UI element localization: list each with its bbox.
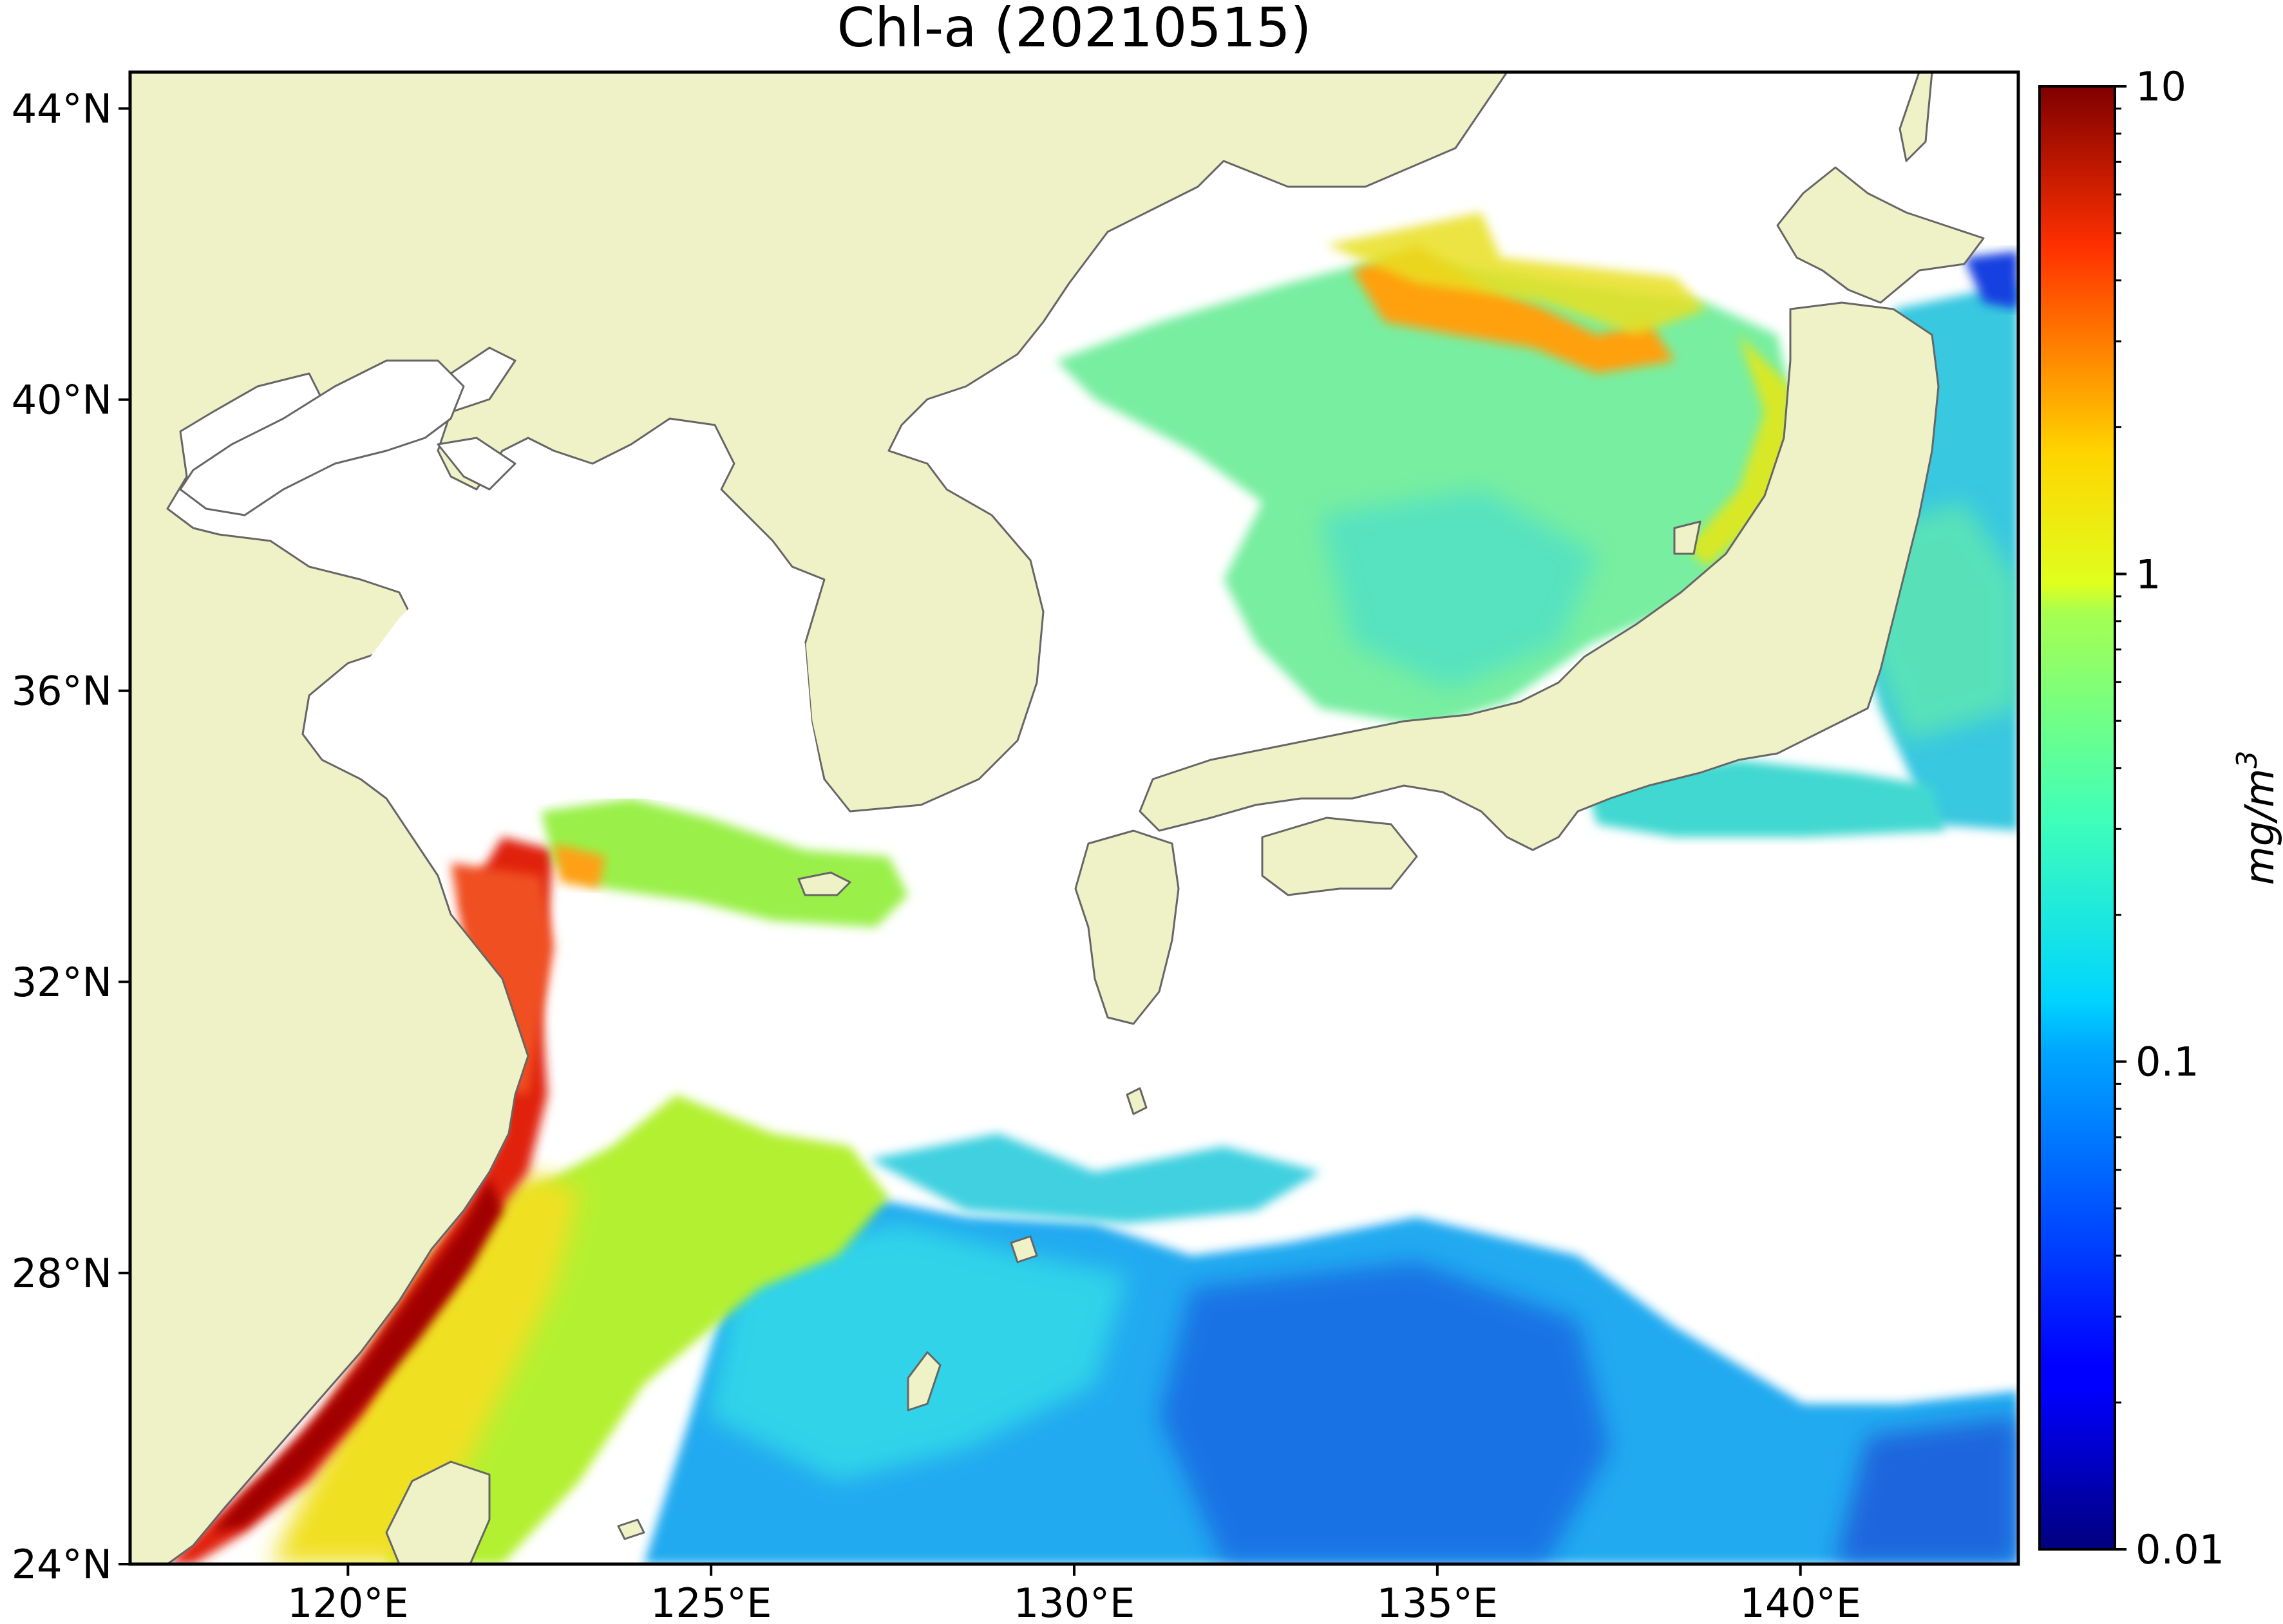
map-panel [130,72,2018,1564]
colorbar-gradient [2038,85,2116,1551]
lon-tick-label: 125°E [650,1580,772,1624]
shikoku [1261,817,1418,896]
chl-south-cyan [708,1223,1127,1481]
lat-tick-label: 44°N [12,86,112,133]
colorbar-unit-label: mg/m3 [2231,750,2283,885]
miyako-islands [617,1518,645,1540]
y-axis: 44°N 40°N 36°N 32°N 28°N 24°N [12,86,130,1588]
colorbar-tick-label: 0.1 [2136,1039,2199,1086]
lat-tick-label: 32°N [12,959,112,1006]
chl-sea-of-japan [1056,258,1803,728]
lon-tick-label: 130°E [1014,1580,1135,1624]
lat-tick-label: 40°N [12,377,112,424]
jeju-island [797,871,851,896]
korea-bay [437,437,516,491]
chl-south-deep-blue [1159,1262,1610,1564]
chl-sea-of-japan-north-yellow [1327,212,1707,335]
honshu [1139,301,1940,851]
yellow-sea-water [322,541,824,811]
chl-southeast-deep-blue [1835,1417,2018,1564]
lon-tick-label: 120°E [287,1580,409,1624]
colorbar-tick-label: 1 [2136,551,2161,598]
okinawa-island [907,1351,942,1412]
sado-island [1673,520,1701,555]
sakhalin [1899,72,1933,162]
lat-tick-label: 36°N [12,668,112,715]
bohai-sea [179,359,465,516]
lon-tick-label: 135°E [1377,1580,1499,1624]
lon-tick-label: 140°E [1739,1580,1861,1624]
lat-tick-label: 28°N [12,1250,112,1297]
chart-title: Chl-a (20210515) [837,0,1312,59]
tanegashima [1126,1087,1148,1115]
colorbar: 10 1 0.1 0.01 mg/m3 [2038,63,2283,1573]
lat-tick-label: 24°N [12,1541,112,1588]
amami-island [1010,1235,1038,1263]
x-axis: 120°E 125°E 130°E 135°E 140°E [287,1564,1861,1624]
kyushu [1074,829,1180,1025]
chl-ryukyu-cyan [869,1133,1320,1223]
hokkaido [1776,166,1985,304]
colorbar-tick-label: 0.01 [2136,1526,2224,1573]
chl-ecs-yellow [270,1172,580,1564]
chl-hokkaido-north-blue [1964,251,2018,309]
colorbar-tick-label: 10 [2136,63,2186,110]
chl-china-coast-darkred [213,1178,502,1533]
chl-sea-of-japan-cyan [1320,489,1597,689]
chl-yellow-sea-orange [554,844,605,889]
land-layer [130,72,1985,1564]
taiwan [385,1460,491,1564]
